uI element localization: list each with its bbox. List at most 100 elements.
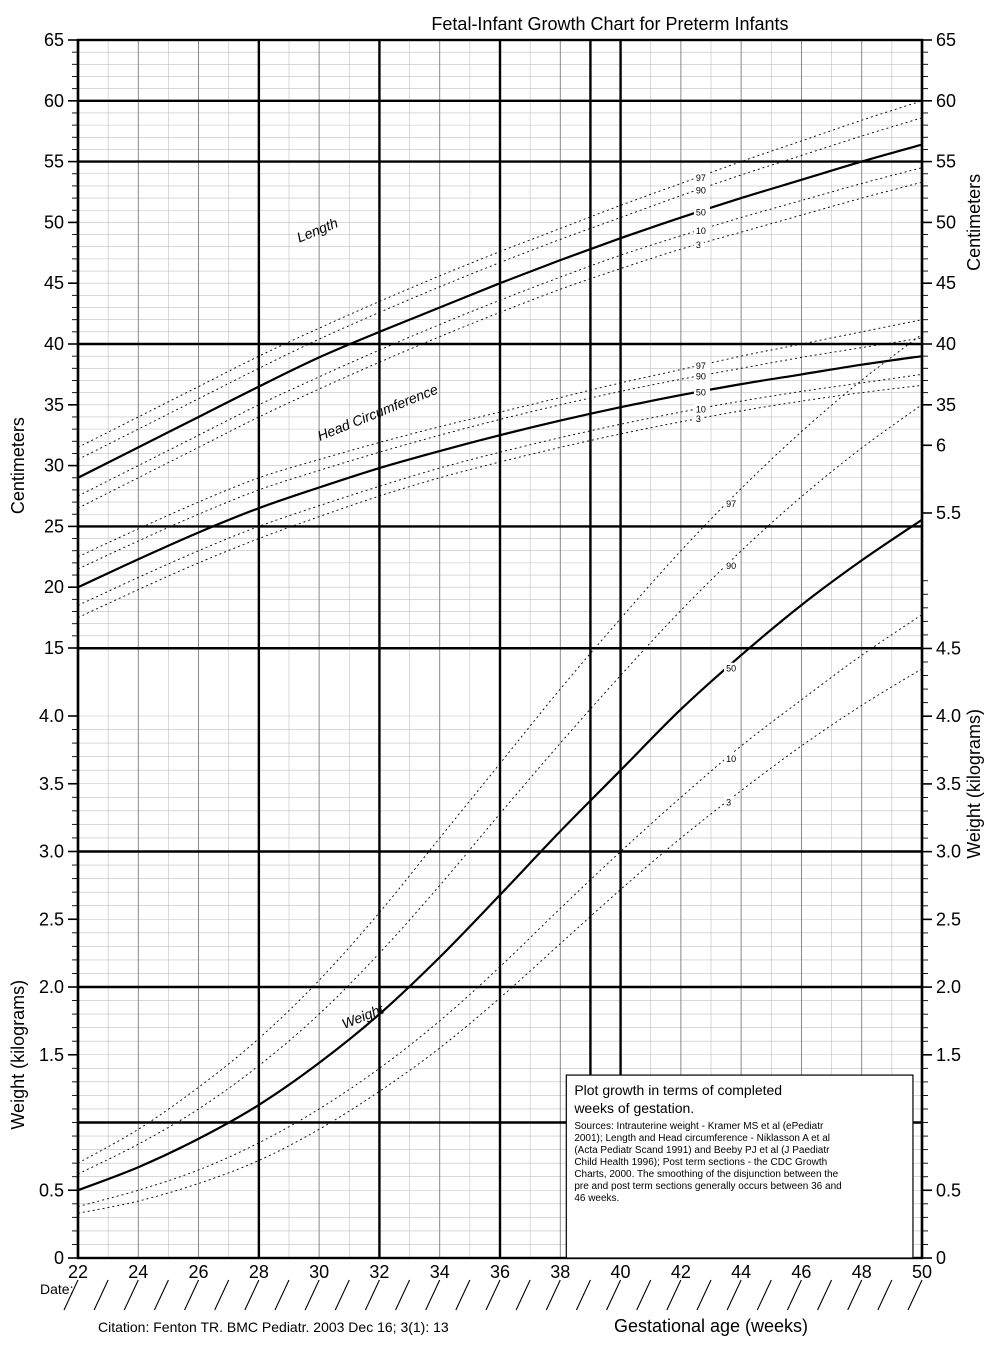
kg-tick-right: 1.5 (936, 1045, 961, 1065)
kg-tick-right: 5.5 (936, 503, 961, 523)
kg-tick-right: 2.0 (936, 977, 961, 997)
date-slash (727, 1280, 741, 1310)
growth-chart: 1520253035404550556065354045505560655.56… (0, 0, 1000, 1361)
cm-tick-left: 40 (44, 334, 64, 354)
weight-p3-label: 3 (726, 797, 731, 807)
date-slash (124, 1280, 138, 1310)
week-tick: 38 (550, 1262, 570, 1282)
kg-tick-left: 2.5 (39, 909, 64, 929)
length-p10-label: 10 (696, 226, 706, 236)
week-tick: 42 (671, 1262, 691, 1282)
cm-tick-left: 30 (44, 456, 64, 476)
date-slash (576, 1280, 590, 1310)
date-slash (396, 1280, 410, 1310)
kg-tick-right: 0.5 (936, 1180, 961, 1200)
date-slash (365, 1280, 379, 1310)
weight-p50-label: 50 (726, 664, 736, 674)
head-p3-label: 3 (696, 414, 701, 424)
right-kg-axis-label: Weight (kilograms) (964, 709, 984, 859)
cm-tick-left: 20 (44, 577, 64, 597)
date-slash (185, 1280, 199, 1310)
right-cm-axis-label: Centimeters (964, 174, 984, 271)
cm-tick-right: 40 (936, 334, 956, 354)
note-body-line: Child Health 1996); Post term sections -… (574, 1157, 827, 1168)
cm-tick-left: 50 (44, 212, 64, 232)
date-slash (456, 1280, 470, 1310)
week-tick: 40 (611, 1262, 631, 1282)
length-p90-label: 90 (696, 185, 706, 195)
date-slash (275, 1280, 289, 1310)
left-kg-axis-label: Weight (kilograms) (8, 980, 28, 1130)
week-tick: 48 (852, 1262, 872, 1282)
week-tick: 22 (68, 1262, 88, 1282)
kg-tick-right: 2.5 (936, 909, 961, 929)
left-cm-axis-label: Centimeters (8, 417, 28, 514)
date-slash (215, 1280, 229, 1310)
date-slash (94, 1280, 108, 1310)
date-slash (757, 1280, 771, 1310)
week-tick: 28 (249, 1262, 269, 1282)
week-tick: 36 (490, 1262, 510, 1282)
weight-p90-label: 90 (726, 561, 736, 571)
date-label: Date: (40, 1281, 73, 1297)
cm-tick-right: 35 (936, 395, 956, 415)
kg-tick-left: 2.0 (39, 977, 64, 997)
cm-tick-right: 60 (936, 91, 956, 111)
kg-tick-right: 3.5 (936, 774, 961, 794)
cm-tick-left: 35 (44, 395, 64, 415)
kg-tick-left: 3.0 (39, 842, 64, 862)
week-tick: 34 (430, 1262, 450, 1282)
note-body-line: (Acta Pediatr Scand 1991) and Beeby PJ e… (574, 1145, 830, 1156)
note-title: weeks of gestation. (573, 1100, 694, 1116)
length-p3-label: 3 (696, 240, 701, 250)
kg-tick-right: 4.5 (936, 638, 961, 658)
weight-p97-label: 97 (726, 499, 736, 509)
length-p50-label: 50 (696, 208, 706, 218)
date-slash (426, 1280, 440, 1310)
cm-tick-right: 50 (936, 212, 956, 232)
note-body-line: 46 weeks. (574, 1193, 619, 1204)
kg-tick-right: 6 (936, 435, 946, 455)
kg-tick-left: 4.0 (39, 706, 64, 726)
citation: Citation: Fenton TR. BMC Pediatr. 2003 D… (98, 1319, 449, 1335)
weight-p10-label: 10 (726, 754, 736, 764)
date-slash (848, 1280, 862, 1310)
head-p90-label: 90 (696, 372, 706, 382)
head-p10-label: 10 (696, 404, 706, 414)
week-tick: 32 (369, 1262, 389, 1282)
head-p50-label: 50 (696, 387, 706, 397)
kg-tick-right: 4.0 (936, 706, 961, 726)
chart-title: Fetal-Infant Growth Chart for Preterm In… (431, 14, 788, 34)
head-p97-label: 97 (696, 361, 706, 371)
cm-tick-right: 45 (936, 273, 956, 293)
week-tick: 46 (791, 1262, 811, 1282)
note-body-line: Charts, 2000. The smoothing of the disju… (574, 1169, 838, 1180)
kg-tick-left: 1.5 (39, 1045, 64, 1065)
week-tick: 26 (189, 1262, 209, 1282)
note-body-line: 2001); Length and Head circumference - N… (574, 1133, 830, 1144)
date-slash (516, 1280, 530, 1310)
date-slash (607, 1280, 621, 1310)
cm-tick-left: 45 (44, 273, 64, 293)
date-slash (546, 1280, 560, 1310)
note-body-line: Sources: Intrauterine weight - Kramer MS… (574, 1121, 824, 1132)
week-tick: 50 (912, 1262, 932, 1282)
date-slash (787, 1280, 801, 1310)
cm-tick-right: 65 (936, 30, 956, 50)
cm-tick-left: 65 (44, 30, 64, 50)
date-slash (486, 1280, 500, 1310)
cm-tick-left: 15 (44, 638, 64, 658)
series-label: Head Circumference (315, 381, 440, 444)
cm-tick-left: 60 (44, 91, 64, 111)
week-tick: 44 (731, 1262, 751, 1282)
date-slash (818, 1280, 832, 1310)
kg-tick-left: 3.5 (39, 774, 64, 794)
kg-tick-right: 0 (936, 1248, 946, 1268)
week-tick: 24 (128, 1262, 148, 1282)
cm-tick-left: 55 (44, 152, 64, 172)
cm-tick-right: 55 (936, 152, 956, 172)
date-slash (908, 1280, 922, 1310)
cm-tick-left: 25 (44, 516, 64, 536)
date-slash (697, 1280, 711, 1310)
date-slash (335, 1280, 349, 1310)
